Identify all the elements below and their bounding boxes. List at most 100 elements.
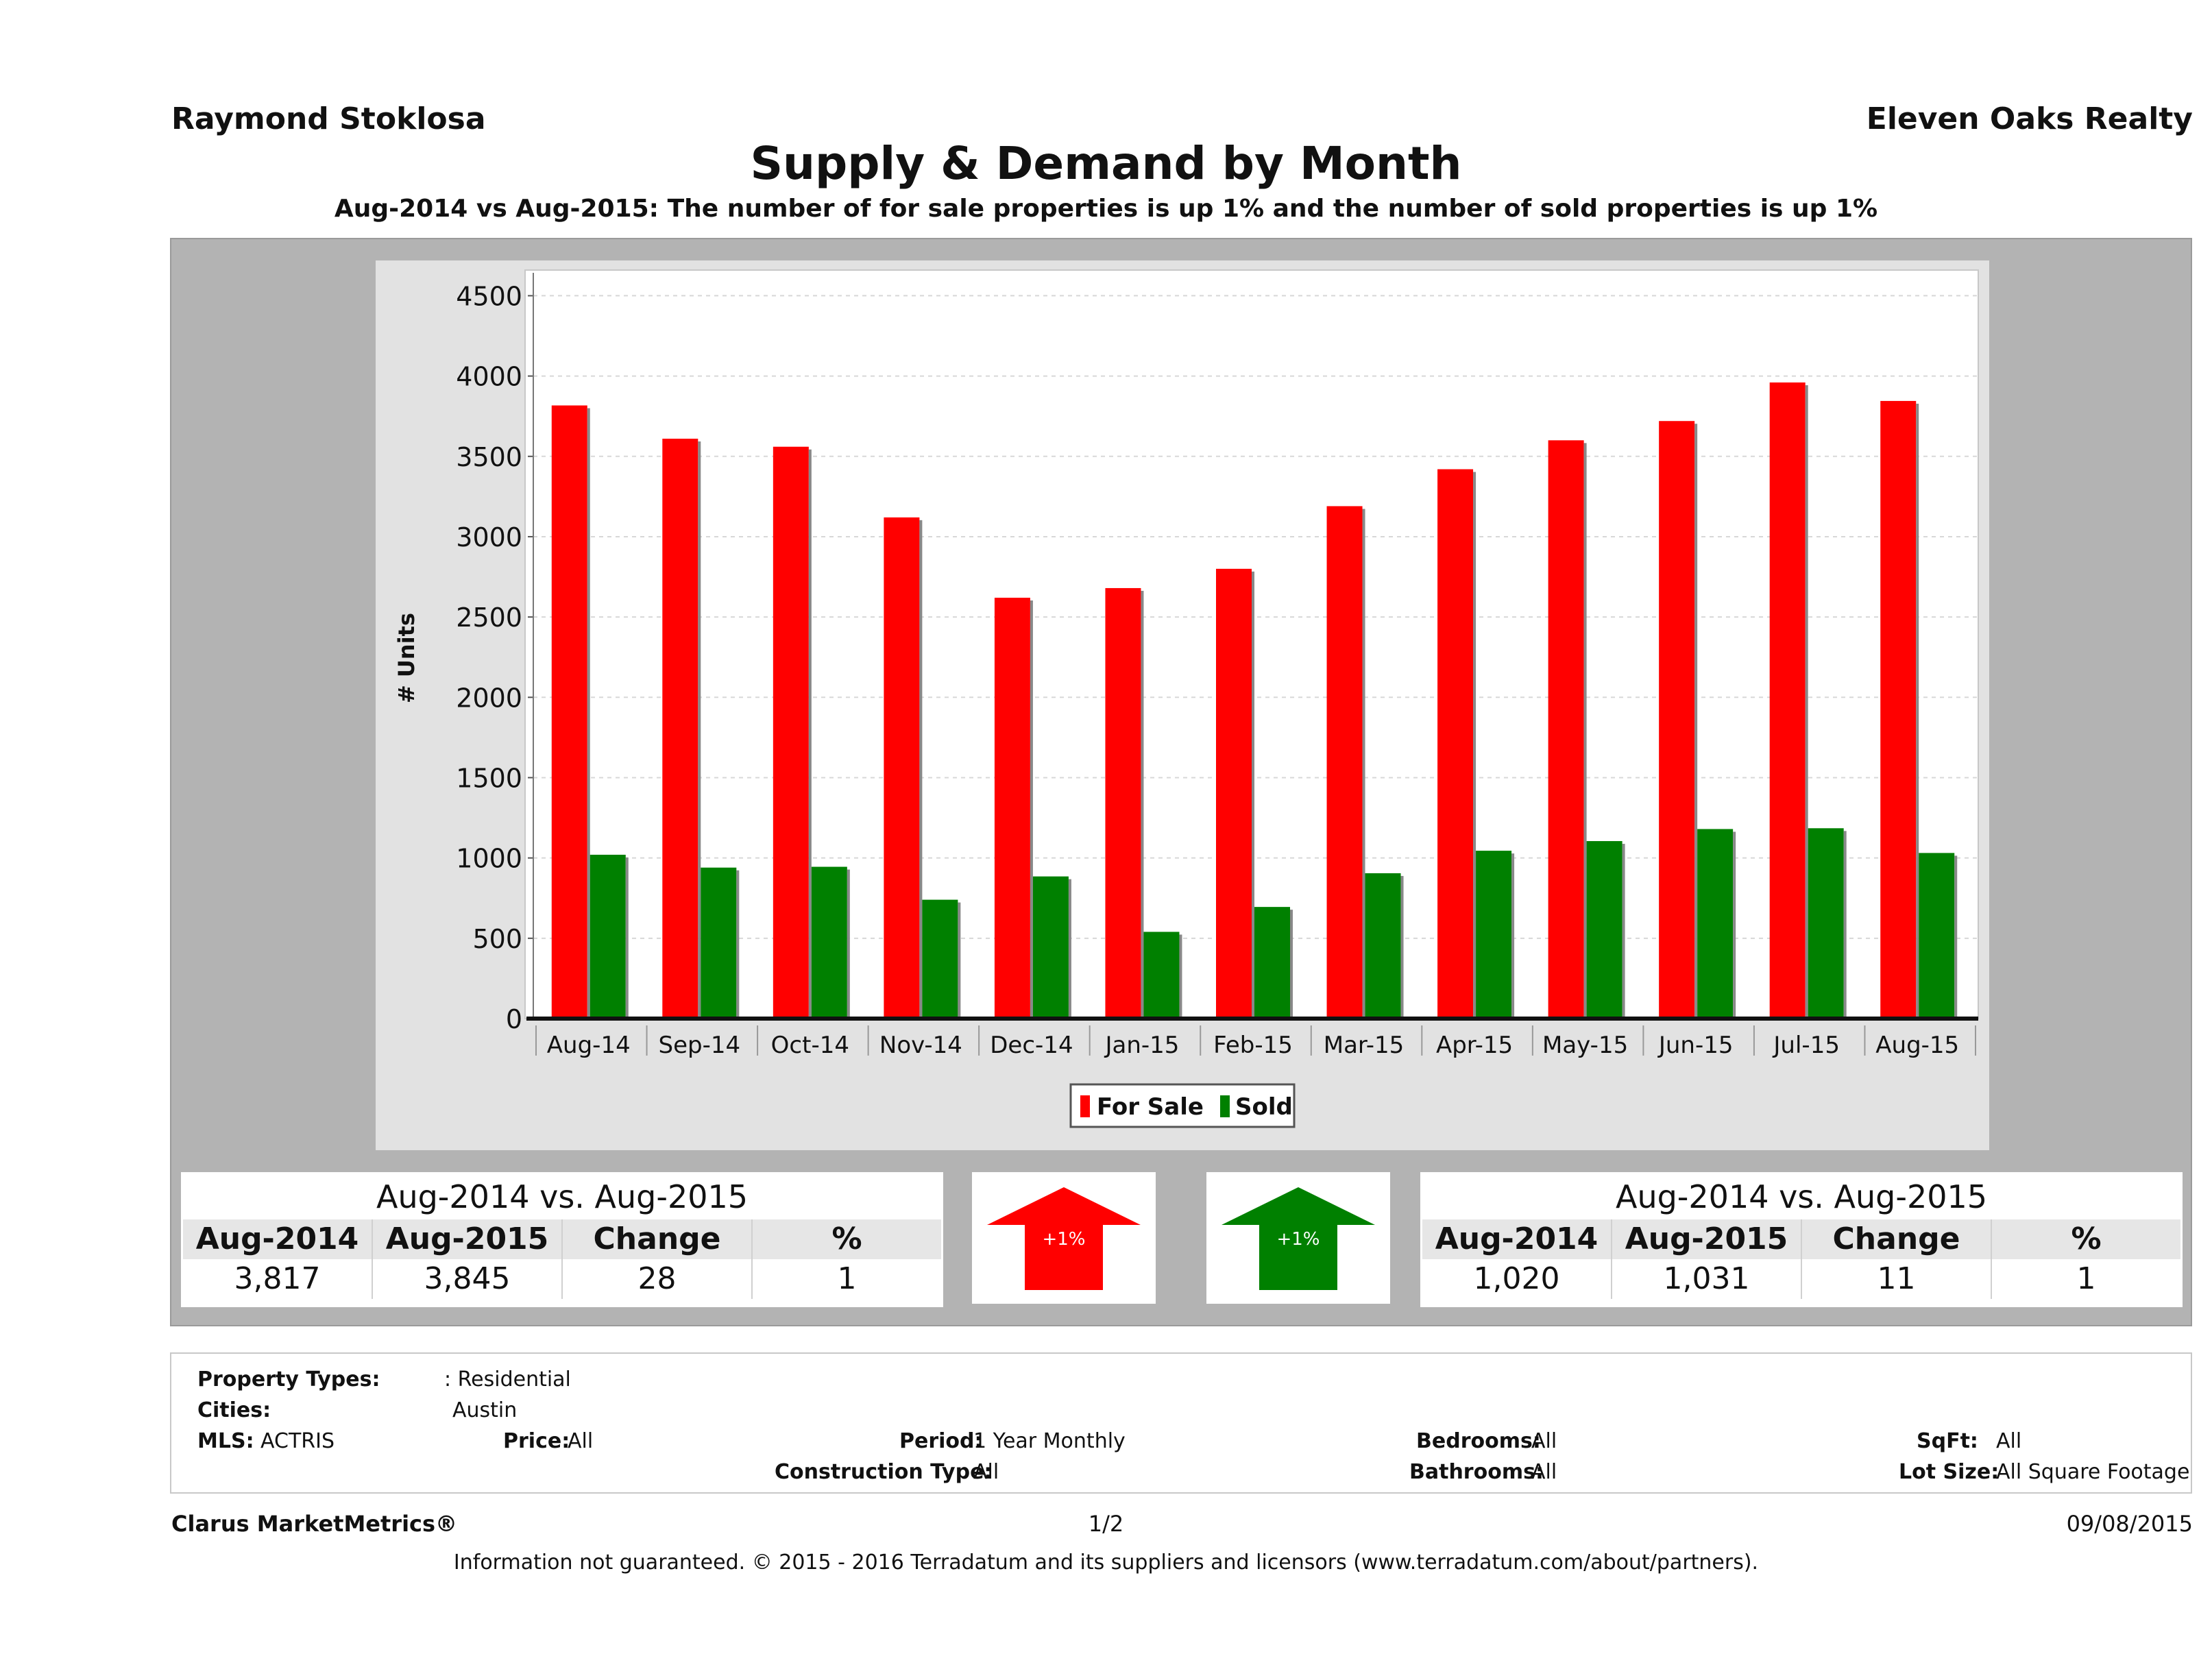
sold-bar xyxy=(1697,829,1734,1019)
sold-summary-table: Aug-2014 vs. Aug-2015 Aug-2014 Aug-2015 … xyxy=(1420,1172,2183,1307)
sold-bar xyxy=(1919,853,1955,1019)
column-header: Aug-2014 xyxy=(183,1219,373,1259)
bar-shadow xyxy=(1954,855,1958,1019)
construction-type-value: All xyxy=(973,1460,999,1484)
bar-shadow xyxy=(919,520,923,1019)
x-tick-label: Sep-14 xyxy=(658,1032,740,1059)
bathrooms-value: All xyxy=(1531,1460,1557,1484)
sold-change-badge: +1% xyxy=(1276,1229,1320,1250)
table-cell: 1,031 xyxy=(1612,1259,1802,1299)
report-date: 09/08/2015 xyxy=(2066,1511,2193,1537)
for-sale-bar xyxy=(662,439,698,1019)
page-number: 1/2 xyxy=(1088,1511,1124,1537)
bar-shadow xyxy=(1252,571,1254,1019)
for-sale-summary-heading: Aug-2014 vs. Aug-2015 xyxy=(376,1178,749,1215)
table-cell: 11 xyxy=(1802,1259,1992,1299)
bar-shadow xyxy=(698,441,701,1019)
agent-name: Raymond Stoklosa xyxy=(171,101,486,136)
lot-size-label: Lot Size: xyxy=(1899,1460,2000,1484)
bar-shadow xyxy=(1843,831,1847,1019)
bar-shadow xyxy=(1694,424,1698,1019)
y-tick-label: 0 xyxy=(506,1004,522,1034)
bar-shadow xyxy=(808,449,812,1019)
for-sale-bar xyxy=(1769,382,1806,1019)
sold-bar xyxy=(590,854,626,1019)
sold-bar xyxy=(701,867,737,1019)
property-types-value: : Residential xyxy=(444,1367,571,1391)
for-sale-bar xyxy=(1437,469,1474,1019)
bar-shadow xyxy=(1511,853,1515,1019)
up-arrow-icon: +1% xyxy=(987,1187,1141,1290)
cities-value: Austin xyxy=(452,1398,518,1422)
period-label: Period: xyxy=(899,1429,983,1453)
table-cell: 1 xyxy=(2076,1261,2096,1296)
legend-swatch-sold xyxy=(1220,1095,1230,1117)
for-sale-bar xyxy=(551,405,587,1019)
for-sale-change-indicator: +1% xyxy=(972,1172,1156,1304)
mls-value: ACTRIS xyxy=(260,1429,335,1453)
sold-bar xyxy=(922,899,958,1019)
bar-shadow xyxy=(1473,472,1476,1019)
y-tick-label: 4000 xyxy=(456,362,522,392)
y-axis-label: # Units xyxy=(393,613,420,703)
lot-size-value: All Square Footage xyxy=(1996,1460,2190,1484)
x-tick-label: Jul-15 xyxy=(1772,1032,1840,1059)
for-sale-bar xyxy=(1880,400,1917,1019)
sold-summary-heading: Aug-2014 vs. Aug-2015 xyxy=(1615,1178,1988,1215)
table-cell: 3,817 xyxy=(183,1259,373,1299)
sqft-value: All xyxy=(1996,1429,2022,1453)
bar-shadow xyxy=(1733,831,1736,1019)
sold-bar xyxy=(1365,873,1401,1019)
company-name: Eleven Oaks Realty xyxy=(1866,101,2193,136)
x-tick-label: Aug-14 xyxy=(547,1032,631,1059)
column-header: Aug-2015 xyxy=(1612,1219,1802,1259)
column-header: Aug-2015 xyxy=(373,1219,563,1259)
property-types-label: Property Types: xyxy=(197,1367,380,1391)
disclaimer: Information not guaranteed. © 2015 - 201… xyxy=(453,1551,1759,1574)
sold-bar xyxy=(1808,828,1844,1019)
chart-panel: 0 500 1000 1500 2000 2500 3000 3500 4000 4500 # Un… xyxy=(376,260,1989,1150)
for-sale-bar xyxy=(1548,440,1584,1019)
y-tick-label: 2500 xyxy=(456,603,522,633)
x-tick-label: Feb-15 xyxy=(1213,1032,1293,1059)
legend-box xyxy=(1069,1083,1296,1128)
sold-bar xyxy=(1032,876,1069,1019)
x-tick-label: Aug-15 xyxy=(1875,1032,1959,1059)
column-header: % xyxy=(831,1221,862,1256)
for-sale-bar xyxy=(1326,506,1363,1019)
x-tick-label: Mar-15 xyxy=(1324,1032,1405,1059)
report-subtitle: Aug-2014 vs Aug-2015: The number of for … xyxy=(334,195,1878,223)
y-tick-label: 500 xyxy=(472,924,522,954)
table-cell: 28 xyxy=(563,1259,753,1299)
x-tick-label: Oct-14 xyxy=(771,1032,849,1059)
bedrooms-label: Bedrooms: xyxy=(1416,1429,1541,1453)
column-header: Change xyxy=(1802,1219,1992,1259)
bedrooms-value: All xyxy=(1531,1429,1557,1453)
y-tick-label: 3000 xyxy=(456,522,522,552)
y-tick-label: 3500 xyxy=(456,442,522,472)
column-header: Change xyxy=(563,1219,753,1259)
for-sale-change-badge: +1% xyxy=(1042,1229,1085,1250)
y-tick-label: 1500 xyxy=(456,763,522,793)
for-sale-bar xyxy=(1216,568,1252,1019)
legend-swatch-for-sale xyxy=(1080,1095,1090,1117)
for-sale-bar xyxy=(1659,421,1695,1019)
sold-bar xyxy=(1476,851,1512,1019)
cities-label: Cities: xyxy=(197,1398,271,1422)
sqft-label: SqFt: xyxy=(1917,1429,1978,1453)
legend-label-sold: Sold xyxy=(1235,1093,1293,1121)
table-cell: 3,845 xyxy=(373,1259,563,1299)
construction-type-label: Construction Type: xyxy=(775,1460,993,1484)
sold-bar xyxy=(811,866,847,1019)
bar-shadow xyxy=(1583,443,1587,1019)
bar-shadow xyxy=(1179,934,1182,1019)
up-arrow-shape xyxy=(987,1187,1141,1290)
bar-shadow xyxy=(847,869,850,1019)
x-tick-label: Apr-15 xyxy=(1436,1032,1513,1059)
for-sale-bar xyxy=(1105,587,1141,1019)
y-tick-label: 1000 xyxy=(456,844,522,874)
for-sale-bar xyxy=(994,598,1030,1019)
sold-bar xyxy=(1143,932,1180,1019)
bar-shadow xyxy=(736,870,740,1019)
mls-label: MLS: xyxy=(197,1429,254,1453)
